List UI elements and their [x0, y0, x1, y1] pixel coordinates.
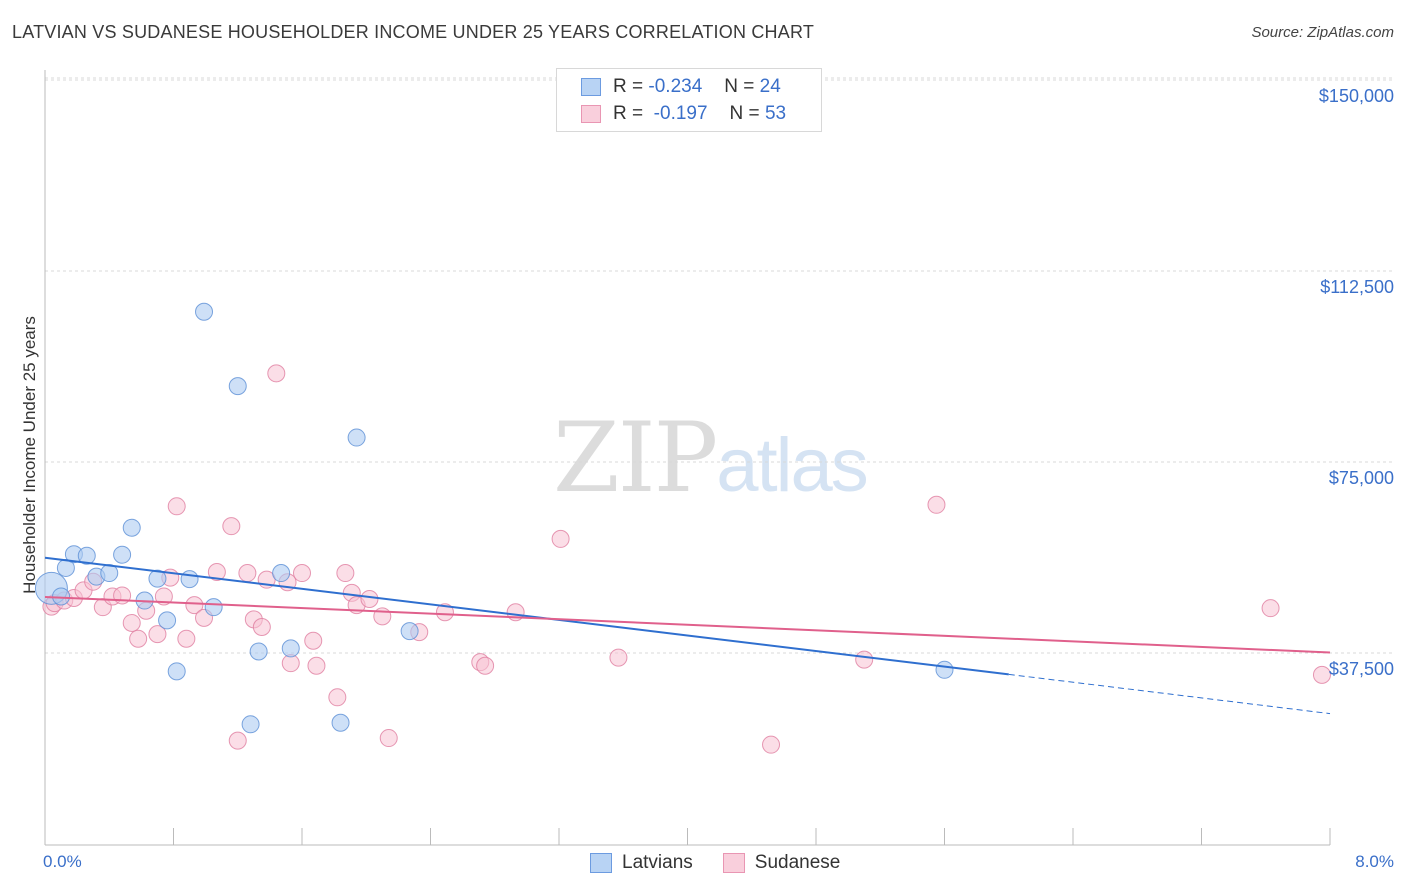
latvian-point [158, 611, 177, 630]
sudanese-swatch [581, 105, 601, 123]
latvian-point [400, 622, 419, 641]
x-tick-min: 0.0% [43, 852, 82, 871]
sudanese-point [154, 587, 173, 606]
watermark: ZIPatlas [553, 402, 869, 514]
sudanese-point [129, 629, 148, 648]
latvians-legend-swatch [590, 853, 612, 873]
sudanese-point [360, 590, 379, 609]
sudanese-point [307, 656, 326, 675]
y-tick-75000: $75,000 [1328, 468, 1394, 488]
legend-n-label: N = [729, 103, 760, 124]
sudanese-point [185, 596, 204, 615]
latvians-trend-extension [1008, 673, 1331, 715]
legend-r-value: -0.197 [653, 103, 708, 124]
sudanese-point [336, 564, 355, 583]
watermark-zip: ZIP [553, 402, 718, 514]
sudanese-point [1312, 665, 1331, 684]
sudanese-trend-line [44, 595, 1331, 654]
latvian-point [331, 713, 350, 732]
sudanese-point [1261, 599, 1280, 618]
sudanese-point [252, 618, 271, 637]
latvian-point [167, 662, 186, 681]
sudanese-point [148, 625, 167, 644]
latvian-point [148, 569, 167, 588]
sudanese-point [267, 364, 286, 383]
sudanese-legend-swatch [722, 853, 745, 873]
latvian-point [281, 639, 300, 658]
latvians-legend-label: Latvians [622, 852, 693, 873]
latvians-trend-line [44, 556, 1009, 676]
latvian-point [180, 570, 199, 589]
legend-n-label: N = [724, 76, 755, 97]
latvian-point [195, 302, 214, 321]
latvian-point [122, 518, 141, 537]
latvian-point [935, 660, 954, 679]
legend-item-latvians[interactable]: Latvians [590, 852, 693, 874]
x-tick-max: 8.0% [1355, 852, 1394, 871]
sudanese-point [222, 517, 241, 536]
sudanese-point [238, 564, 257, 583]
latvian-point [113, 545, 132, 564]
sudanese-point [228, 731, 247, 750]
sudanese-point [855, 650, 874, 669]
sudanese-point [927, 495, 946, 514]
y-tick-150000: $150,000 [1318, 86, 1394, 106]
sudanese-point [476, 656, 495, 675]
latvian-point [204, 598, 223, 617]
series-legend: Latvians Sudanese [590, 852, 870, 874]
latvian-point [241, 715, 260, 734]
legend-n-value: 53 [764, 103, 787, 124]
y-tick-112500: $112,500 [1320, 277, 1394, 297]
legend-r-value: -0.234 [648, 76, 703, 97]
sudanese-point [435, 603, 454, 622]
legend-r-label: R = [613, 103, 644, 124]
correlation-legend: R = -0.234 N = 24 R = -0.197 N = 53 [556, 68, 822, 132]
latvian-point [272, 564, 291, 583]
legend-n-value: 24 [759, 76, 781, 97]
legend-row-sudanese: R = -0.197 N = 53 [581, 101, 786, 127]
sudanese-point [304, 631, 323, 650]
sudanese-point [207, 563, 226, 582]
sudanese-point [167, 497, 186, 516]
legend-r-label: R = [613, 76, 644, 97]
y-axis-label: Householder Income Under 25 years [20, 316, 39, 594]
chart-title: LATVIAN VS SUDANESE HOUSEHOLDER INCOME U… [12, 22, 815, 42]
sudanese-point [122, 613, 141, 632]
latvians-swatch [581, 78, 601, 96]
sudanese-point [293, 564, 311, 583]
sudanese-point [551, 529, 570, 548]
latvian-point [249, 642, 268, 661]
sudanese-point [328, 688, 347, 707]
sudanese-point [379, 729, 398, 748]
sudanese-point [609, 648, 628, 667]
legend-row-latvians: R = -0.234 N = 24 [581, 74, 781, 100]
source-credit: Source: ZipAtlas.com [1251, 24, 1394, 41]
sudanese-legend-label: Sudanese [754, 852, 841, 873]
legend-item-sudanese[interactable]: Sudanese [722, 852, 841, 874]
latvian-point [347, 428, 366, 447]
latvian-point [228, 377, 247, 396]
watermark-atlas: atlas [716, 423, 869, 508]
sudanese-point [762, 735, 781, 754]
latvian-point [77, 546, 96, 565]
sudanese-point [177, 629, 196, 648]
y-tick-37500: $37,500 [1328, 659, 1394, 679]
